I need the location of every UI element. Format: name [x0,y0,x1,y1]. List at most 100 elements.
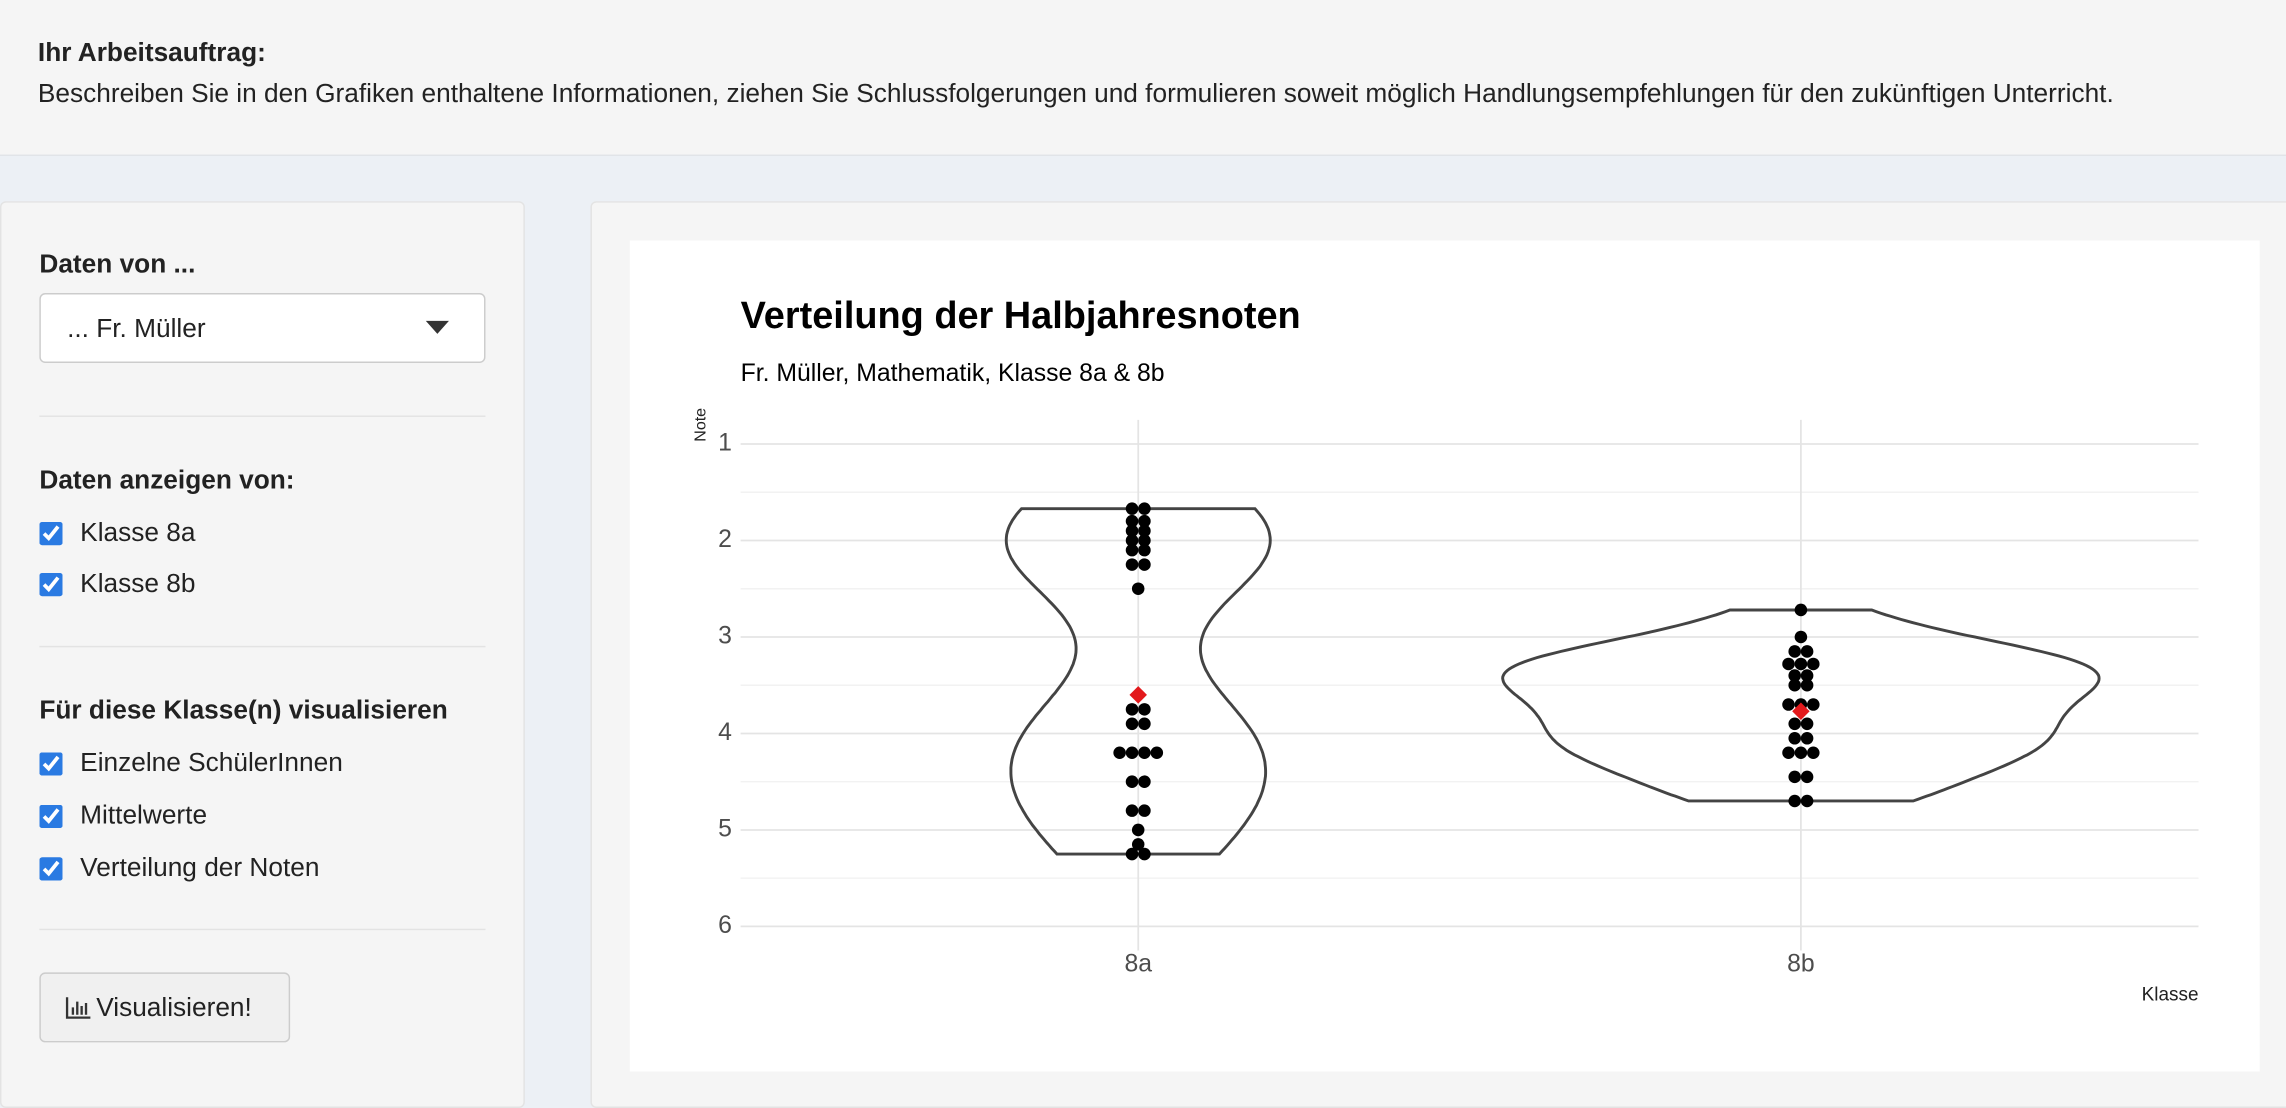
student-point [1788,770,1801,784]
student-point [1788,645,1801,658]
checkbox-label: Klasse 8b [80,568,196,598]
chart-icon [65,997,91,1019]
student-point [1138,804,1151,817]
student-point [1788,678,1801,692]
task-title: Ihr Arbeitsauftrag: [37,37,266,68]
y-tick-label: 2 [718,526,732,553]
student-point [1125,746,1139,760]
student-point [1138,775,1151,788]
checkbox-row[interactable]: Einzelne SchülerInnen [39,747,343,779]
select-value: ... Fr. Müller [67,313,206,343]
checkbox-row[interactable]: Mittelwerte [39,800,207,831]
student-point [1138,543,1151,557]
student-point [1807,698,1820,711]
checkbox-row[interactable]: Verteilung der Noten [39,853,319,884]
divider [39,415,486,417]
student-point [1788,732,1801,745]
student-point [1138,502,1151,515]
mean-marker [1129,686,1147,704]
sidebar: Daten von ... ... Fr. Müller Daten anzei… [0,201,525,1108]
student-point [1138,514,1151,528]
checkbox[interactable] [39,572,63,596]
student-point [1788,794,1801,808]
student-point [1794,657,1808,671]
student-point [1782,698,1795,711]
student-point [1125,717,1139,731]
student-point [1794,746,1808,760]
divider [39,645,486,648]
student-point [1807,746,1820,760]
student-point [1125,514,1139,528]
y-tick-label: 1 [718,430,732,457]
checkbox[interactable] [39,804,63,828]
student-point [1788,717,1801,731]
student-point [1800,678,1814,692]
task-text: Beschreiben Sie in den Grafiken enthalte… [37,78,2114,108]
y-tick-label: 4 [718,719,732,746]
chart-subtitle: Fr. Müller, Mathematik, Klasse 8a & 8b [741,360,1165,387]
x-tick-label: 8b [1787,951,1815,978]
checkbox-row[interactable]: Klasse 8b [39,569,195,600]
student-point [1125,534,1139,547]
student-point [1138,534,1151,547]
student-point [1807,657,1820,671]
student-point [1800,732,1814,745]
student-point [1800,794,1814,808]
checkbox[interactable] [39,856,63,880]
student-point [1138,717,1151,731]
checkbox[interactable] [39,751,63,775]
student-point [1131,838,1145,851]
y-tick-label: 3 [718,623,732,650]
mean-marker [1792,702,1810,721]
student-point [1794,630,1808,644]
student-point [1794,603,1808,617]
caret [425,320,450,334]
student-point [1125,775,1139,788]
student-point [1131,582,1145,595]
violin [1501,608,2101,803]
student-point [1125,502,1139,515]
checkbox-label: Klasse 8a [80,517,196,547]
x-tick-label: 8a [1124,951,1152,978]
student-point [1125,703,1139,716]
student-point [1800,645,1814,658]
student-point [1138,703,1151,716]
student-point [1782,746,1795,760]
x-axis-label: Klasse [2142,985,2199,1006]
classes-label: Daten anzeigen von: [39,465,295,495]
main-panel: Verteilung der Halbjahresnoten Fr. Mülle… [590,201,2286,1108]
checkbox-label: Verteilung der Noten [80,852,320,883]
violin [1004,507,1272,856]
source-select[interactable]: ... Fr. Müller [39,293,486,364]
student-point [1125,558,1139,571]
visualize-button[interactable]: Visualisieren! [39,972,291,1043]
source-label: Daten von ... [39,249,196,279]
button-label: Visualisieren! [96,992,252,1022]
student-point [1138,847,1151,861]
student-point [1138,558,1151,571]
checkbox-row[interactable]: Klasse 8a [39,518,195,549]
checkbox[interactable] [39,521,63,545]
chart: Verteilung der Halbjahresnoten Fr. Mülle… [629,240,2260,1072]
student-point [1125,524,1139,538]
student-point [1800,717,1814,731]
student-point [1150,746,1164,760]
student-point [1131,823,1145,837]
checkbox-label: Einzelne SchülerInnen [80,747,343,778]
checkbox-label: Mittelwerte [80,800,208,830]
divider [39,928,486,931]
student-point [1125,847,1139,861]
student-point [1113,746,1126,760]
y-tick-label: 6 [718,912,732,939]
student-point [1138,746,1151,760]
student-point [1788,669,1801,682]
chart-title: Verteilung der Halbjahresnoten [741,295,1301,337]
student-point [1782,657,1795,671]
task-header: Ihr Arbeitsauftrag: Beschreiben Sie in d… [0,0,2286,156]
y-axis-label: Note [691,408,709,442]
student-point [1125,804,1139,817]
student-point [1800,669,1814,682]
show-label: Für diese Klasse(n) visualisieren [39,695,448,725]
